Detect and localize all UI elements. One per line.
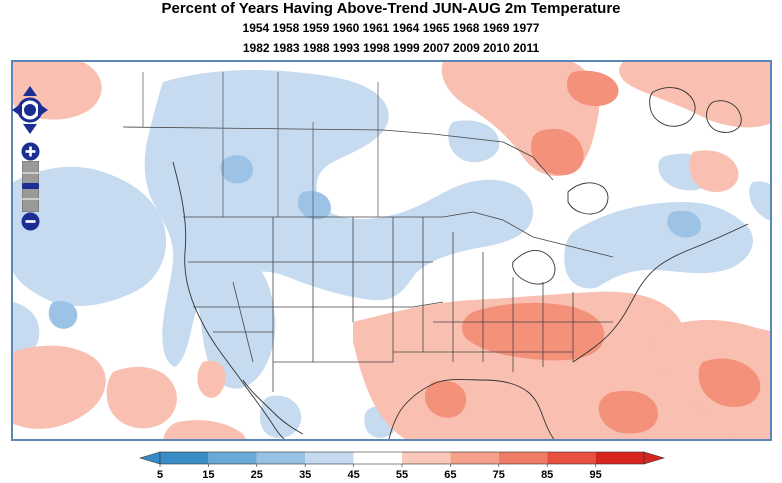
mid-blue-anomaly-field xyxy=(48,155,701,329)
state-borders xyxy=(122,126,614,392)
colorbar-tick-label: 15 xyxy=(202,469,214,481)
colorbar-tick-label: 25 xyxy=(251,469,263,481)
colorbar-extend-high xyxy=(643,451,666,465)
map-title: Percent of Years Having Above-Trend JUN-… xyxy=(161,0,621,17)
map-canvas[interactable] xyxy=(13,62,772,441)
zoom-out-button[interactable] xyxy=(21,212,40,231)
zoom-slider-icon[interactable] xyxy=(22,161,39,212)
zoom-in-button[interactable] xyxy=(21,142,40,161)
colorbar-tick-label: 5 xyxy=(157,469,163,481)
colorbar-segment xyxy=(353,452,402,464)
coastlines xyxy=(172,87,749,439)
colorbar-legend: 5 15 25 35 45 55 65 75 85 95 xyxy=(138,451,666,481)
colorbar-tick-label: 85 xyxy=(541,469,553,481)
colorbar-tick-label: 95 xyxy=(589,469,601,481)
colorbar-tick-label: 45 xyxy=(347,469,359,481)
colorbar-tick-label: 35 xyxy=(299,469,311,481)
colorbar-segment xyxy=(402,452,451,464)
colorbar-segment xyxy=(498,452,548,464)
pan-arrows-icon[interactable] xyxy=(10,84,50,136)
colorbar-tick-label: 55 xyxy=(396,469,408,481)
province-borders xyxy=(142,72,379,217)
mid-red-anomaly-field xyxy=(424,70,761,434)
colorbar-segment xyxy=(208,452,257,464)
colorbar-tick-label: 75 xyxy=(493,469,505,481)
years-line-1: 1954 1958 1959 1960 1961 1964 1965 1968 … xyxy=(242,21,540,35)
colorbar-extend-low xyxy=(138,451,161,465)
years-line-2: 1982 1983 1988 1993 1998 1999 2007 2009 … xyxy=(242,41,540,55)
colorbar-segment xyxy=(305,452,354,464)
map-panel[interactable] xyxy=(11,60,772,441)
colorbar-segment xyxy=(256,452,306,464)
colorbar-tick-label: 65 xyxy=(444,469,456,481)
colorbar-segment xyxy=(595,452,644,464)
colorbar-segment xyxy=(160,452,209,464)
colorbar-segment xyxy=(547,452,596,464)
colorbar-segment xyxy=(450,452,499,464)
